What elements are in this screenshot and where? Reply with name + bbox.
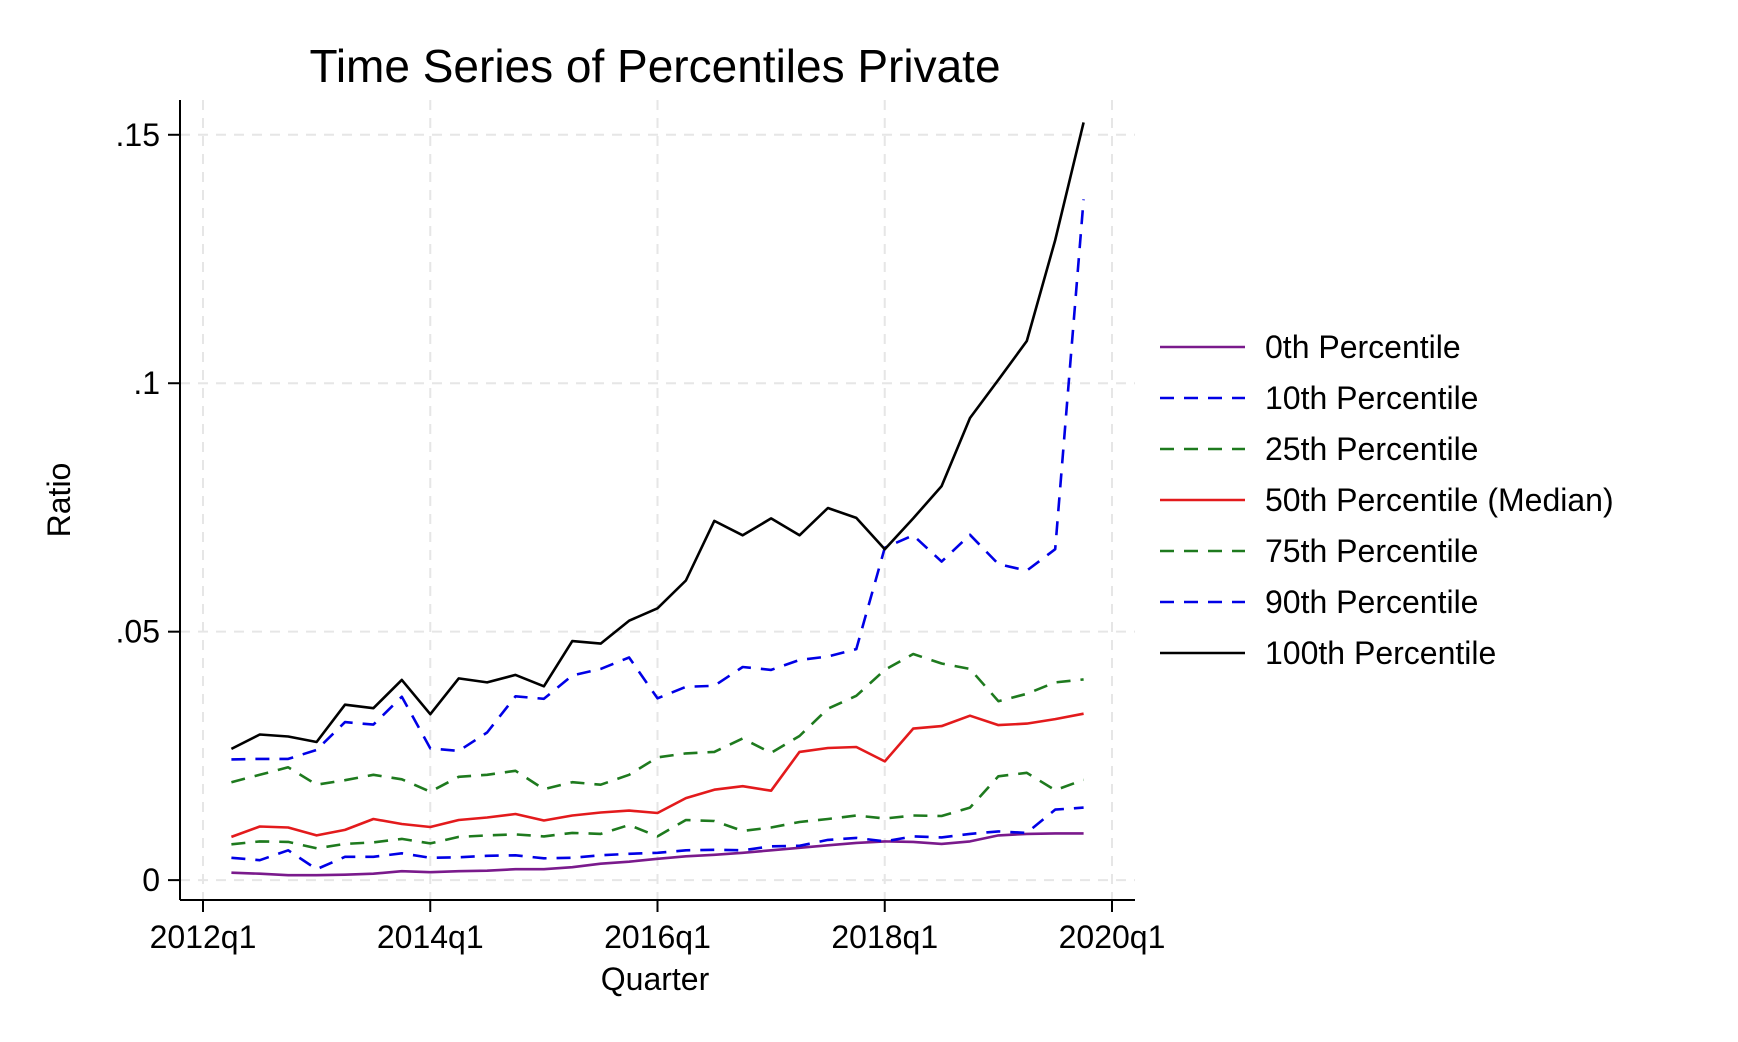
x-tick-label: 2016q1 [604,919,711,955]
legend: 0th Percentile 10th Percentile 25th Percen… [1160,329,1614,671]
y-tick-label: 0 [142,862,160,898]
series-line-0 [231,832,1084,877]
series-line-6 [230,122,1085,751]
x-tick-label: 2018q1 [831,919,938,955]
x-tick-label: 2014q1 [377,919,484,955]
y-tick-label: .15 [116,117,160,153]
legend-label-1: 10th Percentile [1265,380,1478,416]
y-axis-label: Ratio [41,463,77,538]
series-line-2 [231,771,1085,850]
legend-label-5: 90th Percentile [1265,584,1478,620]
legend-label-0: 0th Percentile [1265,329,1461,365]
y-tick-label: .05 [116,614,160,650]
legend-label-6: 100th Percentile [1265,635,1496,671]
legend-label-2: 25th Percentile [1265,431,1478,467]
grid [180,100,1135,900]
series-group [230,122,1085,877]
x-tick-label: 2020q1 [1059,919,1166,955]
chart-title: Time Series of Percentiles Private [309,40,1000,92]
series-line-5 [231,199,1085,761]
series-line-3 [230,712,1084,839]
x-tick-label: 2012q1 [150,919,257,955]
series-line-4 [231,652,1084,794]
x-axis-label: Quarter [601,961,710,997]
y-tick-label: .1 [133,365,160,401]
series-line-1 [231,806,1084,871]
axes: 0 .05 .1 .15 2012q1 2014q1 2016q1 2018q1 2020q1 [116,100,1166,955]
legend-label-3: 50th Percentile (Median) [1265,482,1614,518]
legend-label-4: 75th Percentile [1265,533,1478,569]
